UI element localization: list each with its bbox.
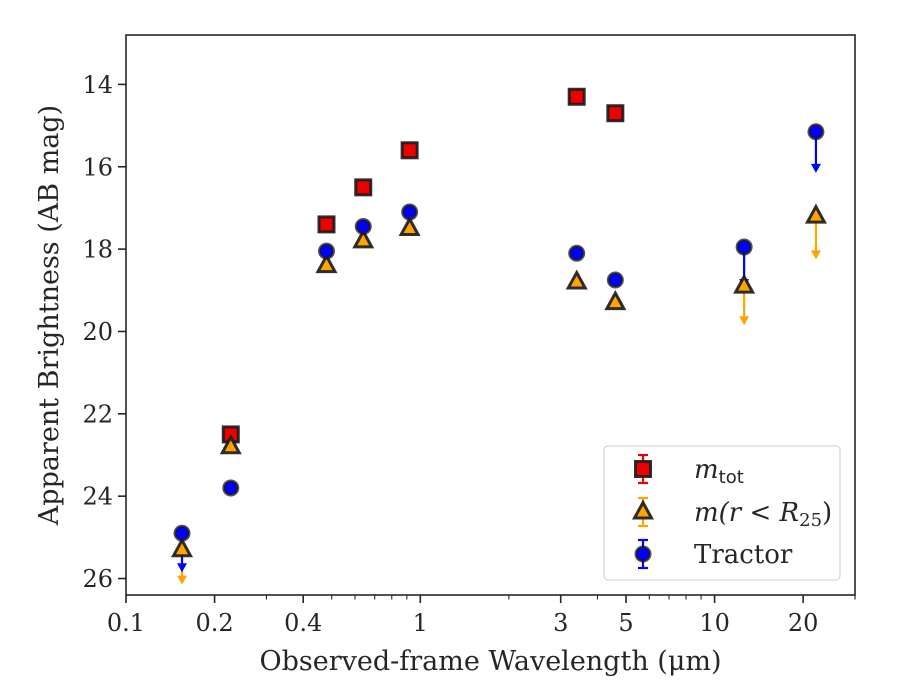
- upper-limit-arrowhead: [739, 316, 750, 326]
- legend-entry: Tractor: [634, 538, 793, 570]
- upper-limit-arrowhead: [177, 575, 188, 585]
- axis-ticks: 0.1 0.2 0.4 1 3 5 10 20 14 16 18 20 22 24 26: [82, 71, 856, 637]
- y-axis-label: Apparent Brightness (AB mag): [34, 105, 65, 526]
- plot-frame: [125, 34, 856, 596]
- y-tick-label: 16: [82, 153, 113, 181]
- data-point-square: [354, 178, 373, 197]
- upper-limit-arrowhead: [177, 563, 188, 573]
- legend-label: m(r < R25): [694, 498, 832, 531]
- upper-limit-arrowhead: [810, 250, 821, 260]
- legend-label: Tractor: [694, 540, 793, 570]
- data-point-circle: [222, 479, 240, 497]
- legend-marker-triangle: [631, 499, 655, 520]
- x-tick-label: 0.4: [284, 609, 322, 637]
- x-tick-label: 20: [788, 609, 819, 637]
- data-point-circle: [354, 217, 372, 235]
- y-tick-label: 22: [82, 400, 113, 428]
- x-tick-label: 1: [413, 609, 428, 637]
- y-tick-label: 20: [82, 318, 113, 346]
- legend-box: [603, 445, 841, 581]
- data-point-circle: [173, 524, 191, 542]
- data-point-circle: [317, 242, 335, 260]
- data-point-triangle: [170, 537, 194, 558]
- legend: mtot m(r < R25) Tractor: [603, 445, 841, 581]
- y-tick-label: 26: [82, 565, 113, 593]
- legend-entry: m(r < R25): [631, 496, 832, 531]
- data-points: [170, 87, 827, 558]
- y-tick-label: 14: [82, 71, 113, 99]
- x-tick-label: 5: [618, 609, 633, 637]
- x-tick-label: 0.1: [107, 609, 145, 637]
- data-point-square: [400, 141, 419, 160]
- data-point-triangle: [733, 273, 756, 294]
- x-axis-label: Observed-frame Wavelength (μm): [259, 646, 721, 677]
- data-point-triangle: [315, 252, 338, 274]
- x-tick-label: 10: [699, 609, 730, 637]
- legend-entry: mtot: [634, 453, 744, 488]
- legend-label: mtot: [694, 455, 744, 488]
- y-tick-label: 24: [82, 483, 113, 511]
- data-point-triangle: [398, 215, 421, 237]
- x-tick-label: 0.2: [196, 609, 234, 637]
- data-point-square: [567, 87, 586, 106]
- data-point-circle: [606, 271, 624, 289]
- legend-marker-square: [634, 460, 652, 478]
- data-point-square: [606, 104, 625, 123]
- data-point-triangle: [804, 203, 827, 224]
- upper-limit-arrowhead: [810, 163, 821, 173]
- data-point-triangle: [565, 269, 588, 290]
- data-point-triangle: [219, 434, 242, 455]
- data-point-circle: [807, 123, 825, 141]
- x-tick-label: 3: [553, 609, 568, 637]
- y-tick-label: 18: [82, 236, 113, 264]
- data-point-circle: [401, 203, 419, 221]
- legend-marker-circle: [634, 545, 652, 563]
- data-point-square: [317, 215, 336, 234]
- data-point-circle: [568, 244, 586, 262]
- data-point-circle: [735, 238, 753, 256]
- data-point-triangle: [352, 228, 375, 249]
- data-point-triangle: [604, 290, 627, 311]
